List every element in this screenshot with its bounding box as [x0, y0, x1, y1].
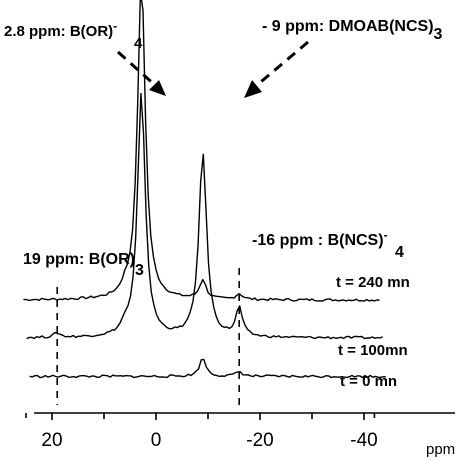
x-axis: 20 0 -20 -40 ppm	[25, 412, 455, 458]
annotation-b-or4-arrowhead	[149, 80, 166, 96]
x-axis-tick-labels: 20 0 -20 -40	[41, 430, 377, 451]
spectrum-trace	[26, 92, 383, 340]
annotation-b-or4-subscript: 4	[134, 35, 143, 52]
annotation-b-or3-text: 19 ppm: B(OR)	[23, 251, 135, 268]
series-label: t = 0 mn	[340, 373, 397, 390]
annotation-dmoab-arrow	[255, 40, 309, 88]
annotation-dmoab-arrowhead	[244, 80, 262, 98]
annotation-b-ncs4: -16 ppm : B(NCS)-4	[252, 228, 404, 261]
annotation-b-or4: 2.8 ppm: B(OR)- 4	[4, 19, 143, 52]
x-tick-label: -40	[350, 430, 377, 451]
annotation-b-or4-arrow	[116, 50, 158, 88]
annotation-b-ncs4-text: -16 ppm : B(NCS)	[252, 232, 384, 249]
annotation-b-ncs4-charge: -	[384, 228, 388, 242]
x-tick-label: 0	[151, 430, 162, 451]
annotation-dmoab: - 9 ppm: DMOAB(NCS)3	[262, 18, 443, 43]
series-label: t = 240 mn	[336, 274, 410, 291]
annotation-b-or4-charge: -	[113, 19, 117, 33]
x-axis-ticks	[25, 413, 376, 420]
spectrum-trace	[29, 358, 386, 379]
x-tick-label: 20	[41, 430, 62, 451]
annotation-dmoab-subscript: 3	[434, 26, 443, 43]
spectra-traces	[23, 0, 386, 379]
annotation-b-or3-subscript: 3	[135, 262, 144, 279]
annotation-dmoab-text: - 9 ppm: DMOAB(NCS)	[262, 18, 434, 35]
series-labels: t = 240 mn t = 100mn t = 0 mn	[336, 274, 410, 390]
reference-dashes	[56, 268, 240, 410]
annotation-b-ncs4-subscript: 4	[395, 244, 404, 261]
annotation-b-or4-text: 2.8 ppm: B(OR)	[4, 23, 113, 40]
x-axis-unit-label: ppm	[426, 441, 455, 458]
spectrum-trace	[23, 0, 380, 302]
x-tick-label: -20	[246, 430, 273, 451]
series-label: t = 100mn	[338, 342, 408, 359]
annotation-b-or3: 19 ppm: B(OR)3	[23, 251, 144, 279]
